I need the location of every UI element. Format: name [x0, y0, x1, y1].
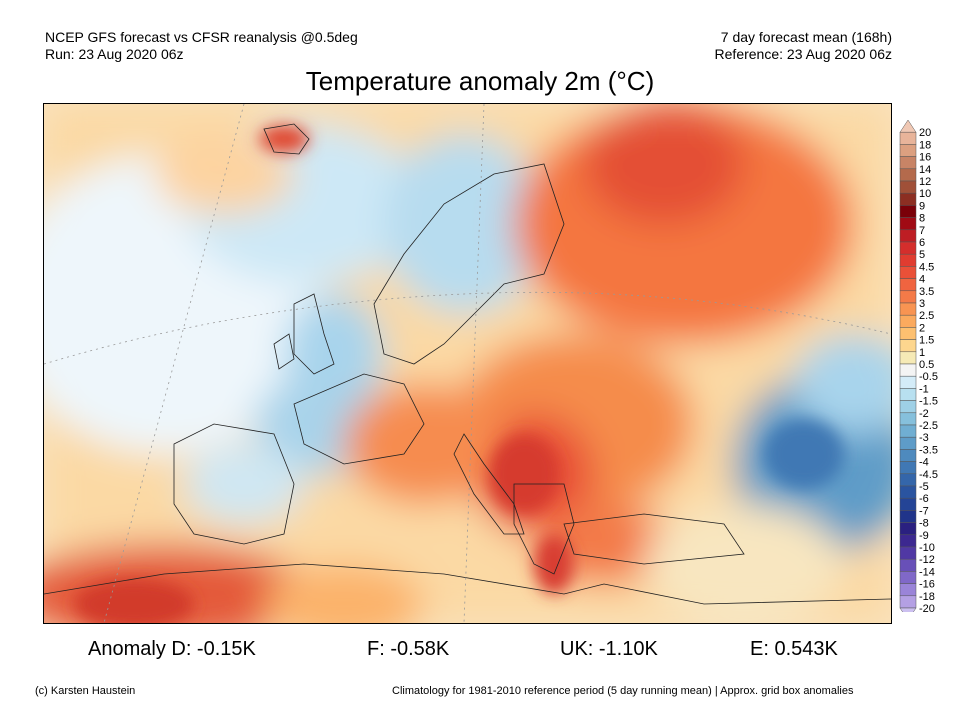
- colorbar-tick-label: -7: [919, 505, 929, 517]
- climatology-note: Climatology for 1981-2010 reference peri…: [392, 685, 854, 697]
- map-title: Temperature anomaly 2m (°C): [305, 66, 655, 96]
- colorbar-bin: [899, 327, 917, 340]
- colorbar-bin: [899, 436, 917, 450]
- colorbar-bin: [899, 485, 917, 499]
- anomaly-uk: UK: -1.10K: [560, 638, 658, 660]
- anomaly-europe: E: 0.543K: [750, 638, 838, 660]
- colorbar-bin: [899, 424, 917, 438]
- colorbar-bin: [899, 522, 917, 536]
- colorbar-tick-label: 5: [919, 249, 925, 261]
- colorbar-tick-label: 16: [919, 152, 931, 164]
- colorbar-tick-label: 6: [919, 237, 925, 249]
- colorbar-bin: [899, 400, 917, 414]
- colorbar-tick-label: -5: [919, 481, 929, 493]
- colorbar-bin: [899, 302, 917, 316]
- colorbar-bin: [899, 595, 917, 609]
- colorbar-bin: [899, 351, 917, 365]
- colorbar-bin: [899, 131, 917, 145]
- colorbar-bin: [899, 558, 917, 572]
- colorbar-tick-label: -4: [919, 457, 929, 469]
- colorbar-tick-label: 10: [919, 188, 931, 200]
- forecast-period: 7 day forecast mean (168h): [720, 29, 892, 45]
- colorbar-bin: [899, 180, 917, 194]
- colorbar-tick-label: 4.5: [919, 261, 934, 273]
- colorbar-lower-triangle: [899, 607, 917, 621]
- anomaly-france: F: -0.58K: [367, 638, 450, 660]
- colorbar-tick-label: 14: [919, 164, 931, 176]
- colorbar-bin: [899, 461, 917, 475]
- model-info: NCEP GFS forecast vs CFSR reanalysis @0.…: [45, 29, 358, 45]
- colorbar-tick-label: -18: [919, 591, 935, 603]
- colorbar-tick-label: -8: [919, 518, 929, 530]
- colorbar-bin: [899, 229, 917, 243]
- colorbar-bin: [899, 412, 917, 426]
- colorbar-tick-label: 12: [919, 176, 931, 188]
- coastlines: [44, 123, 891, 605]
- copyright: (c) Karsten Haustein: [35, 685, 136, 697]
- colorbar-bin: [899, 217, 917, 231]
- colorbar-tick-label: -0.5: [919, 371, 938, 383]
- colorbar-tick-label: 7: [919, 225, 925, 237]
- colorbar-tick-label: 4: [919, 274, 925, 286]
- colorbar-bin: [899, 314, 917, 328]
- colorbar-bin: [899, 290, 917, 304]
- colorbar-tick-label: -2: [919, 408, 929, 420]
- colorbar-tick-label: 8: [919, 213, 925, 225]
- anomaly-field: [44, 104, 891, 623]
- colorbar-bin: [899, 339, 917, 353]
- colorbar-tick-label: -1.5: [919, 396, 938, 408]
- colorbar-bin: [899, 144, 917, 157]
- colorbar-bin: [899, 583, 917, 597]
- colorbar-tick-label: -9: [919, 530, 929, 542]
- colorbar-tick-label: 9: [919, 200, 925, 212]
- colorbar-bin: [899, 253, 917, 267]
- colorbar-bin: [899, 546, 917, 560]
- colorbar-tick-label: -4.5: [919, 469, 938, 481]
- colorbar-tick-label: 0.5: [919, 359, 934, 371]
- colorbar-tick-label: 20: [919, 127, 931, 139]
- colorbar-tick-label: -3.5: [919, 444, 938, 456]
- colorbar-tick-label: -3: [919, 432, 929, 444]
- colorbar-bin: [899, 278, 917, 292]
- colorbar-tick-label: 1: [919, 347, 925, 359]
- colorbar-tick-label: -10: [919, 542, 935, 554]
- colorbar-upper-triangle: [899, 119, 917, 133]
- colorbar-tick-label: 2: [919, 322, 925, 334]
- colorbar-bin: [899, 363, 917, 377]
- colorbar-tick-label: 18: [919, 139, 931, 151]
- anomaly-germany: Anomaly D: -0.15K: [88, 638, 256, 660]
- colorbar-tick-label: 3: [919, 298, 925, 310]
- colorbar-tick-label: 1.5: [919, 335, 934, 347]
- colorbar: 20 18 16 14 12 10 9 8 7 6 5 4.5 4 3.5 3 2.5 2 1.5 1 0.5 -0.5…: [898, 112, 960, 621]
- colorbar-tick-label: -2.5: [919, 420, 938, 432]
- colorbar-bin: [899, 192, 917, 206]
- colorbar-tick-label: -6: [919, 493, 929, 505]
- colorbar-bin: [899, 473, 917, 487]
- colorbar-bin: [899, 534, 917, 548]
- reference-time: Reference: 23 Aug 2020 06z: [714, 46, 892, 62]
- colorbar-tick-label: -14: [919, 566, 935, 578]
- colorbar-bin: [899, 205, 917, 218]
- colorbar-tick-label: 3.5: [919, 286, 934, 298]
- colorbar-bin: [899, 510, 917, 523]
- colorbar-bin: [899, 241, 917, 255]
- colorbar-bin: [899, 497, 917, 511]
- colorbar-bin: [899, 388, 917, 401]
- colorbar-bin: [899, 375, 917, 389]
- colorbar-tick-label: -20: [919, 603, 935, 612]
- temperature-anomaly-map: [43, 103, 892, 624]
- colorbar-bin: [899, 266, 917, 279]
- colorbar-tick-label: 2.5: [919, 310, 934, 322]
- run-time: Run: 23 Aug 2020 06z: [45, 46, 184, 62]
- colorbar-bin: [899, 571, 917, 584]
- colorbar-bin: [899, 168, 917, 182]
- colorbar-tick-label: -1: [919, 383, 929, 395]
- colorbar-bin: [899, 156, 917, 170]
- colorbar-tick-label: -16: [919, 579, 935, 591]
- colorbar-bin: [899, 449, 917, 462]
- colorbar-tick-label: -12: [919, 554, 935, 566]
- graticule: [44, 104, 891, 623]
